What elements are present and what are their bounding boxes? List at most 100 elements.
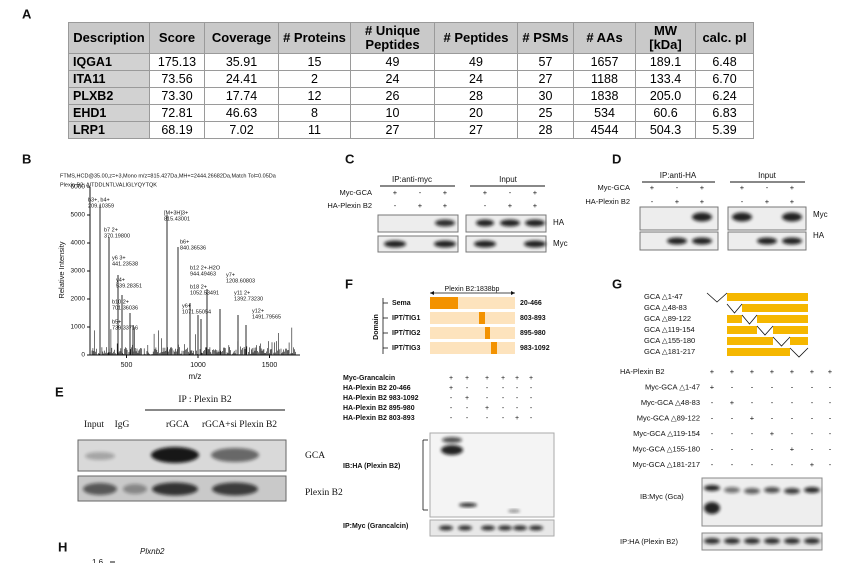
sign: + xyxy=(515,375,519,382)
sign: - xyxy=(731,444,734,453)
box xyxy=(727,337,773,345)
sign: - xyxy=(731,429,734,438)
blot-label: IP:HA (Plexin B2) xyxy=(620,537,678,546)
group-label: IP:anti-HA xyxy=(660,171,697,180)
row: LRP1 68.19 7.02 11 27 27 28 4544 504.3 5.39 xyxy=(68,121,754,139)
band xyxy=(529,525,543,531)
peak-ion: b18 2+ xyxy=(190,284,207,290)
sign: - xyxy=(502,395,505,402)
band xyxy=(724,487,740,493)
row-label: Myc-GCA xyxy=(340,188,373,197)
row-label: HA-Plexin B2 895-980 xyxy=(343,405,415,412)
box xyxy=(491,342,497,354)
box xyxy=(790,337,808,345)
box xyxy=(377,214,459,233)
sign: - xyxy=(419,188,422,197)
band xyxy=(151,447,199,463)
sign: - xyxy=(791,398,794,407)
box xyxy=(430,297,458,309)
row-label: Myc-GCA △48-83 xyxy=(641,398,700,407)
sign: - xyxy=(771,398,774,407)
box xyxy=(430,342,515,354)
construct-label: GCA △181-217 xyxy=(644,347,695,356)
sign: - xyxy=(811,444,814,453)
peak-mass: 840.36536 xyxy=(180,245,206,251)
band xyxy=(724,538,740,544)
construct-label: Plexin B2:1838bp xyxy=(445,286,500,293)
band xyxy=(784,538,800,544)
sign: - xyxy=(751,398,754,407)
box xyxy=(727,293,808,301)
domain-name: IPT/TIG2 xyxy=(392,330,421,337)
x-tick-label: 500 xyxy=(121,362,133,369)
sign: + xyxy=(730,367,735,376)
sign: - xyxy=(741,197,744,206)
band xyxy=(764,538,780,544)
construct-label: GCA △119-154 xyxy=(644,325,695,334)
band xyxy=(782,212,802,222)
peak-mass: 441.23538 xyxy=(112,261,138,267)
peak-mass: 1071.55054 xyxy=(182,309,211,315)
header-row: Description Score Coverage # Proteins # Uniq… xyxy=(68,22,754,54)
sign: - xyxy=(751,444,754,453)
sign: - xyxy=(811,429,814,438)
sign: - xyxy=(811,382,814,391)
sign: - xyxy=(450,405,453,412)
sign: - xyxy=(731,413,734,422)
panel-label: E xyxy=(55,384,64,399)
box xyxy=(727,326,757,334)
peak-mass: 1392.73230 xyxy=(234,296,263,302)
axis-label: m/z xyxy=(189,372,202,381)
sign: - xyxy=(829,382,832,391)
peak-mass: 539.28351 xyxy=(116,283,142,289)
peak-ion: y6 3+ xyxy=(112,255,126,261)
band xyxy=(704,485,720,491)
cell: 24 xyxy=(434,70,518,88)
peak-mass: 209.10359 xyxy=(88,203,114,209)
row-label: Myc-GCA △181-217 xyxy=(633,460,700,469)
sign: + xyxy=(810,367,815,376)
peak-ion: [M+3H]3+ xyxy=(164,210,188,216)
x-tick-label: 1000 xyxy=(190,362,206,369)
sign: - xyxy=(502,385,505,392)
box xyxy=(727,348,790,356)
panel-label: A xyxy=(22,6,32,21)
cell: 27 xyxy=(434,121,518,139)
construct-label: GCA △48-83 xyxy=(644,303,687,312)
band xyxy=(704,502,720,514)
sign: - xyxy=(829,413,832,422)
sign: - xyxy=(711,398,714,407)
lane-label: Input xyxy=(84,420,104,430)
group-label: IP:anti-myc xyxy=(392,175,432,184)
cell: 17.74 xyxy=(204,87,279,105)
sign: - xyxy=(486,385,489,392)
sign: - xyxy=(829,444,832,453)
peak-mass: 1491.79565 xyxy=(252,314,281,320)
sign: - xyxy=(676,183,679,192)
deletion xyxy=(756,325,774,336)
sign: + xyxy=(710,382,715,391)
cell: 6.83 xyxy=(695,104,754,122)
peak-ion: b3+, b4+ xyxy=(88,197,110,203)
sign: - xyxy=(751,460,754,469)
sign: - xyxy=(791,382,794,391)
sign: - xyxy=(516,385,519,392)
sign: - xyxy=(811,398,814,407)
band xyxy=(152,482,198,496)
peak-mass: 944.49463 xyxy=(190,271,216,277)
band xyxy=(744,488,760,494)
cell: 46.63 xyxy=(204,104,279,122)
peak-ion: b10 2+ xyxy=(112,299,129,305)
sign: - xyxy=(771,460,774,469)
lane-label: rGCA+si Plexin B2 xyxy=(202,420,277,430)
sign: + xyxy=(533,188,538,197)
sign: + xyxy=(828,367,833,376)
sign: + xyxy=(483,188,488,197)
sign: - xyxy=(711,413,714,422)
band xyxy=(782,237,802,245)
peak-mass: 739.33716 xyxy=(112,325,138,331)
cell: IQGA1 xyxy=(68,53,150,71)
row-label: HA-Plexin B2 983-1092 xyxy=(343,395,419,402)
lane-label: rGCA xyxy=(166,420,189,430)
